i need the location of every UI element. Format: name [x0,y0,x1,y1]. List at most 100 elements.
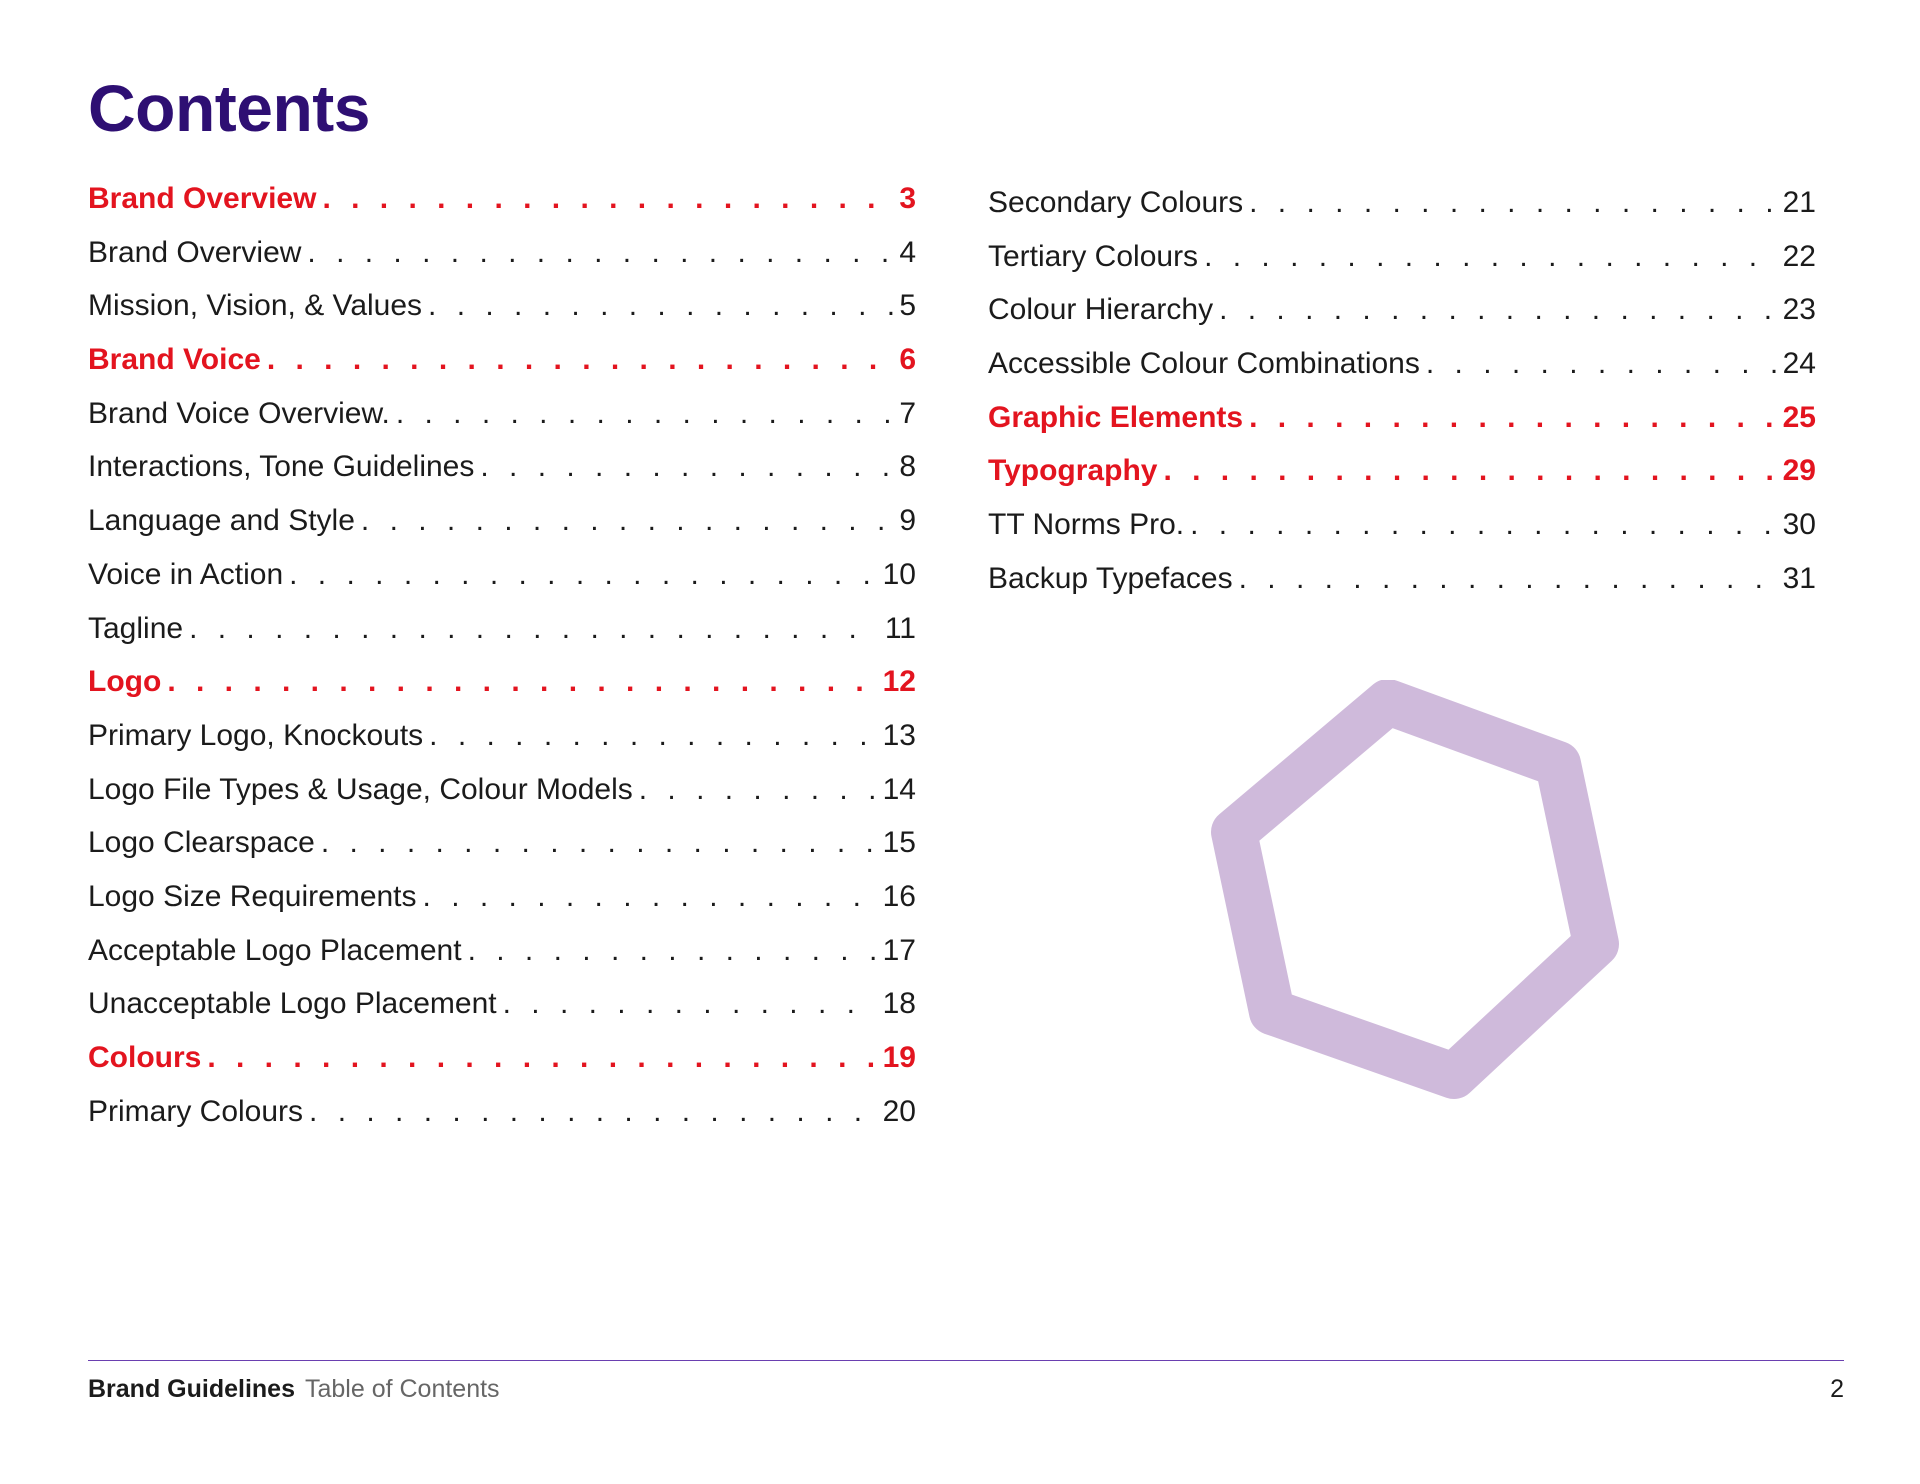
toc-entry-title: Acceptable Logo Placement [88,933,462,967]
toc-entry[interactable]: Secondary Colours 21 [988,188,1816,242]
toc-entry-page: 10 [882,557,916,591]
toc-entry-page: 5 [899,289,916,323]
toc-leader-dots [1219,295,1777,325]
footer-breadcrumb: Brand Guidelines Table of Contents [88,1374,500,1404]
toc-entry-page: 22 [1782,239,1816,273]
toc-leader-dots [423,882,877,912]
toc-entry-title: Logo File Types & Usage, Colour Models [88,772,633,806]
toc-leader-dots [428,291,893,321]
toc-leader-dots [321,828,877,858]
toc-leader-dots [361,506,893,536]
toc-leader-dots [639,775,877,805]
toc-entry-title: Tertiary Colours [988,239,1199,273]
toc-entry-title: Language and Style [88,504,355,538]
page-title: Contents [88,71,370,145]
toc-entry-title: Logo Size Requirements [88,879,417,913]
toc-right-column: Secondary Colours 21 Tertiary Colours 22 C… [988,188,1816,618]
hexagon-outline-icon [1211,680,1619,1099]
toc-entry-title: Brand Voice [88,343,261,377]
toc-entry[interactable]: Logo Clearspace 15 [88,828,916,882]
footer-divider [88,1360,1844,1361]
toc-leader-dots [1190,510,1776,540]
toc-entry-title: Colour Hierarchy [988,293,1214,327]
toc-leader-dots [307,238,893,268]
toc-entry[interactable]: Typography 29 [988,456,1816,510]
toc-leader-dots [189,614,879,644]
toc-entry-page: 4 [899,235,916,269]
toc-leader-dots [289,560,876,590]
toc-entry-page: 21 [1782,186,1816,219]
toc-entry-page: 29 [1782,454,1816,488]
toc-entry[interactable]: Brand Overview 4 [88,235,916,292]
toc-leader-dots [1239,564,1777,594]
toc-entry-title: TT Norms Pro. [988,508,1185,542]
toc-leader-dots [207,1043,876,1073]
toc-entry-page: 23 [1782,293,1816,327]
toc-entry-title: Logo [88,665,162,699]
toc-entry-page: 19 [882,1041,916,1074]
toc-entry-title: Primary Colours [88,1094,304,1128]
toc-entry[interactable]: Mission, Vision, & Values 5 [88,291,916,345]
toc-leader-dots [1249,403,1777,433]
toc-entry-page: 14 [882,772,916,806]
toc-entry-page: 20 [882,1094,916,1128]
toc-leader-dots [1249,188,1776,218]
toc-entry-page: 25 [1782,400,1816,434]
toc-entry[interactable]: Tagline 11 [88,611,916,668]
toc-entry[interactable]: TT Norms Pro. 30 [988,510,1816,564]
toc-entry-title: Mission, Vision, & Values [88,289,423,323]
toc-entry[interactable]: Language and Style 9 [88,506,916,560]
toc-entry[interactable]: Logo File Types & Usage, Colour Models 14 [88,772,916,829]
toc-entry-page: 3 [899,182,916,215]
toc-leader-dots [1204,242,1777,272]
toc-entry-page: 30 [1782,508,1816,542]
toc-entry-page: 17 [882,933,916,967]
toc-entry-page: 7 [899,396,916,430]
toc-entry[interactable]: Brand Voice Overview. 7 [88,396,916,453]
toc-entry[interactable]: Unacceptable Logo Placement 18 [88,989,916,1043]
toc-leader-dots [503,989,877,1019]
toc-leader-dots [480,452,893,482]
toc-leader-dots [468,936,877,966]
toc-entry[interactable]: Acceptable Logo Placement 17 [88,933,916,990]
toc-entry-page: 15 [882,826,916,860]
toc-entry-title: Typography [988,454,1158,488]
toc-entry-title: Graphic Elements [988,400,1244,434]
toc-leader-dots [429,721,876,751]
toc-entry-page: 18 [882,987,916,1021]
toc-entry-page: 9 [899,504,916,538]
toc-entry-page: 8 [899,450,916,484]
toc-entry-page: 12 [882,665,916,699]
footer-page-number: 2 [1830,1375,1844,1403]
toc-entry-page: 31 [1782,561,1816,595]
toc-entry[interactable]: Primary Logo, Knockouts 13 [88,718,916,775]
toc-entry[interactable]: Backup Typefaces 31 [988,561,1816,618]
footer-doc-title: Brand Guidelines [88,1375,295,1403]
footer-section-title: Table of Contents [304,1375,500,1403]
toc-entry[interactable]: Graphic Elements 25 [988,400,1816,457]
toc-entry-page: 16 [882,879,916,913]
toc-entry-title: Interactions, Tone Guidelines [88,450,475,484]
toc-leader-dots [167,667,876,697]
toc-entry-title: Tagline [88,611,184,645]
toc-entry[interactable]: Primary Colours 20 [88,1094,916,1151]
toc-entry-title: Accessible Colour Combinations [988,347,1420,381]
toc-entry[interactable]: Logo 12 [88,667,916,721]
toc-entry-title: Brand Voice Overview. [88,396,390,430]
toc-entry[interactable]: Tertiary Colours 22 [988,239,1816,296]
toc-leader-dots [309,1097,877,1127]
toc-entry[interactable]: Interactions, Tone Guidelines 8 [88,452,916,506]
toc-entry[interactable]: Brand Overview 3 [88,184,916,238]
toc-entry[interactable]: Colour Hierarchy 23 [988,295,1816,349]
toc-left-column: Brand Overview 3 Brand Overview 4 Mission,… [88,184,916,1150]
toc-entry[interactable]: Brand Voice 6 [88,345,916,399]
toc-entry-title: Brand Overview [88,235,302,269]
toc-entry[interactable]: Colours 19 [88,1043,916,1097]
toc-entry-title: Primary Logo, Knockouts [88,718,424,752]
toc-entry-title: Secondary Colours [988,186,1244,219]
toc-entry[interactable]: Accessible Colour Combinations 24 [988,349,1816,403]
toc-entry[interactable]: Voice in Action 10 [88,557,916,614]
toc-entry-page: 24 [1782,347,1816,381]
toc-entry[interactable]: Logo Size Requirements 16 [88,879,916,936]
toc-entry-title: Voice in Action [88,557,284,591]
